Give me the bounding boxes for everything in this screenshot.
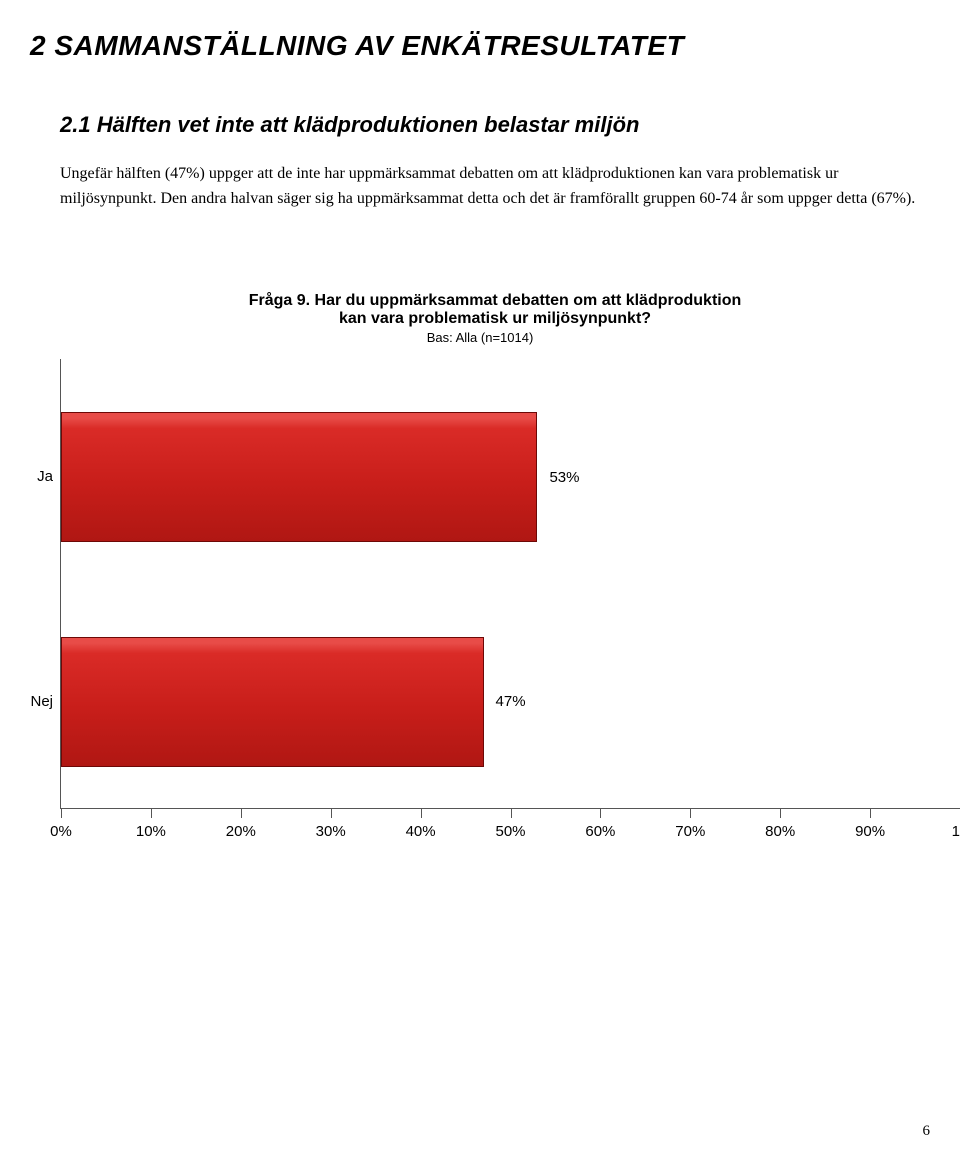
chart-area: Ja53%Nej47%0%10%20%30%40%50%60%70%80%90%… <box>60 359 960 849</box>
x-tick <box>870 808 871 818</box>
bar-category-label: Nej <box>13 693 53 710</box>
subsection-heading: 2.1 Hälften vet inte att klädproduktione… <box>60 112 960 138</box>
x-tick <box>600 808 601 818</box>
x-tick-label: 60% <box>585 823 615 840</box>
chart-title-line1: Fråga 9. Har du uppmärksammat debatten o… <box>249 292 742 309</box>
bar-row: Nej47% <box>61 637 960 767</box>
page-number: 6 <box>923 1123 931 1140</box>
x-tick-label: 90% <box>855 823 885 840</box>
x-tick <box>421 808 422 818</box>
body-paragraph: Ungefär hälften (47%) uppger att de inte… <box>60 162 930 212</box>
x-tick <box>241 808 242 818</box>
bar-row: Ja53% <box>61 412 960 542</box>
bar <box>61 412 537 542</box>
x-tick <box>61 808 62 818</box>
x-tick-label: 40% <box>406 823 436 840</box>
chart-container: Fråga 9. Har du uppmärksammat debatten o… <box>0 292 960 849</box>
x-tick <box>151 808 152 818</box>
chart-plot: Ja53%Nej47%0%10%20%30%40%50%60%70%80%90%… <box>60 359 960 809</box>
section-heading: 2 SAMMANSTÄLLNING AV ENKÄTRESULTATET <box>30 30 960 62</box>
x-tick-label: 20% <box>226 823 256 840</box>
bar-category-label: Ja <box>13 468 53 485</box>
bar-value-label: 47% <box>496 693 526 710</box>
bar <box>61 637 484 767</box>
chart-subtitle: Bas: Alla (n=1014) <box>0 330 960 345</box>
x-tick <box>690 808 691 818</box>
chart-title: Fråga 9. Har du uppmärksammat debatten o… <box>60 292 930 328</box>
x-tick-label: 0% <box>50 823 72 840</box>
x-tick-label: 30% <box>316 823 346 840</box>
x-tick <box>331 808 332 818</box>
page: 2 SAMMANSTÄLLNING AV ENKÄTRESULTATET 2.1… <box>0 0 960 1154</box>
x-tick <box>780 808 781 818</box>
x-tick-label: 80% <box>765 823 795 840</box>
x-tick <box>511 808 512 818</box>
x-tick-label: 10% <box>136 823 166 840</box>
x-tick-label: 10 <box>952 823 960 840</box>
x-tick-label: 50% <box>495 823 525 840</box>
bar-value-label: 53% <box>549 469 579 486</box>
chart-title-line2: kan vara problematisk ur miljösynpunkt? <box>339 310 651 327</box>
x-tick-label: 70% <box>675 823 705 840</box>
